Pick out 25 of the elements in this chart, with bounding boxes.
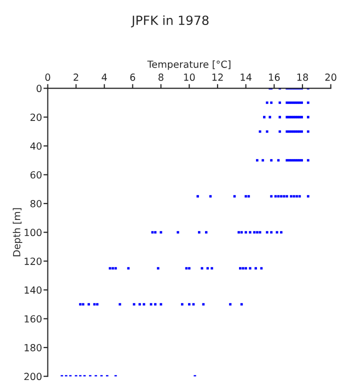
y-tick-label: 140	[24, 286, 42, 294]
x-tick-label: 4	[102, 74, 107, 81]
x-tick-label: 0	[45, 74, 50, 81]
y-tick-label: 0	[36, 84, 42, 92]
x-tick-label: 14	[240, 74, 252, 81]
x-tick-label: 16	[269, 74, 280, 81]
x-tick-label: 6	[130, 74, 136, 81]
y-tick-label: 180	[24, 344, 42, 352]
y-tick-label: 60	[30, 171, 42, 179]
x-tick-label: 18	[297, 74, 308, 81]
x-axis-title: Temperature [°C]	[147, 60, 230, 70]
y-axis-title: Depth [m]	[12, 208, 22, 256]
x-tick-label: 8	[158, 74, 164, 81]
y-tick-label: 20	[30, 114, 42, 121]
x-tick-label: 2	[74, 74, 78, 81]
chart-title: JPFK in 1978	[130, 15, 209, 28]
y-tick-label: 80	[30, 200, 42, 208]
y-tick-label: 160	[24, 315, 42, 323]
x-tick-label: 20	[325, 74, 336, 81]
y-tick-label: 200	[24, 372, 42, 380]
x-tick-label: 10	[184, 74, 195, 81]
x-tick-label: 12	[212, 74, 223, 81]
y-tick-label: 100	[24, 228, 42, 236]
y-tick-label: 120	[24, 258, 42, 265]
y-tick-label: 40	[30, 142, 42, 150]
